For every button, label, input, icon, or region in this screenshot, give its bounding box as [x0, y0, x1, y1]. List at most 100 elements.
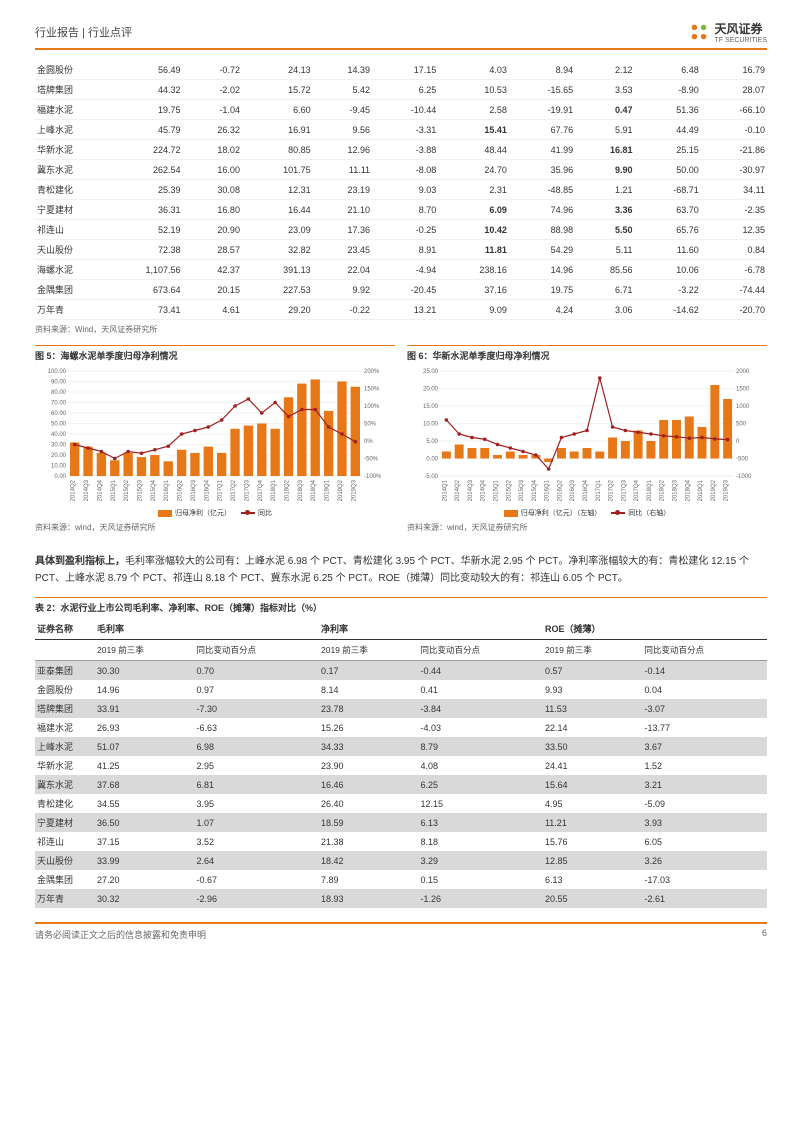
svg-text:2018Q3: 2018Q3 [672, 479, 678, 501]
svg-text:25.00: 25.00 [423, 369, 439, 375]
svg-text:100%: 100% [364, 404, 380, 410]
svg-text:2014Q2: 2014Q2 [71, 479, 77, 501]
legend-bar-icon [158, 510, 172, 517]
table-2: 证券名称毛利率净利率ROE（摊薄）2019 前三季同比变动百分点2019 前三季… [35, 618, 767, 908]
svg-text:20.00: 20.00 [51, 453, 67, 459]
svg-text:90.00: 90.00 [51, 380, 67, 386]
svg-text:20.00: 20.00 [423, 387, 439, 393]
svg-text:2014Q4: 2014Q4 [97, 479, 103, 501]
svg-text:60.00: 60.00 [51, 411, 67, 417]
logo-icon [688, 21, 710, 43]
legend-line-icon [241, 512, 255, 514]
svg-text:0.00: 0.00 [54, 474, 66, 480]
svg-text:2018Q1: 2018Q1 [647, 479, 653, 501]
svg-text:-1000: -1000 [736, 474, 752, 480]
svg-text:2017Q1: 2017Q1 [596, 479, 602, 501]
page-header: 行业报告 | 行业点评 天风证券TF SECURITIES [35, 20, 767, 50]
svg-text:2015Q2: 2015Q2 [506, 479, 512, 501]
table-row: 天山股份33.992.6418.423.2912.853.26 [35, 851, 767, 870]
svg-text:30.00: 30.00 [51, 443, 67, 449]
svg-text:2016Q3: 2016Q3 [191, 479, 197, 501]
legend-line-icon [611, 512, 625, 514]
page-footer: 请务必阅读正文之后的信息披露和免责申明 6 [35, 922, 767, 941]
table-row: 青松建化25.3930.0812.3123.199.032.31-48.851.… [35, 180, 767, 200]
chart-5: 图 5：海螺水泥单季度归母净利情况 0.0010.0020.0030.0040.… [35, 345, 395, 543]
svg-text:2019Q2: 2019Q2 [711, 479, 717, 501]
table-row: 宁夏建材36.501.0718.596.1311.213.93 [35, 813, 767, 832]
charts-row: 图 5：海螺水泥单季度归母净利情况 0.0010.0020.0030.0040.… [35, 345, 767, 543]
svg-text:2017Q4: 2017Q4 [634, 479, 640, 501]
table-row: 华新水泥41.252.9523.904.0824.411.52 [35, 756, 767, 775]
svg-text:2014Q3: 2014Q3 [468, 479, 474, 501]
table-row: 海螺水泥1,107.5642.37391.1322.04-4.94238.161… [35, 260, 767, 280]
svg-text:150%: 150% [364, 387, 380, 393]
source-1: 资料来源：Wind，天风证券研究所 [35, 324, 767, 335]
chart-5-legend: 归母净利（亿元）同比 [35, 508, 395, 518]
svg-text:2015Q1: 2015Q1 [111, 479, 117, 501]
table-row: 亚泰集团30.300.700.17-0.440.57-0.14 [35, 661, 767, 681]
svg-text:0: 0 [736, 439, 740, 445]
table-2-title: 表 2：水泥行业上市公司毛利率、净利率、ROE（摊薄）指标对比（%） [35, 597, 767, 614]
brand-en: TF SECURITIES [714, 37, 767, 44]
table-row: 万年青73.414.6129.20-0.2213.219.094.243.06-… [35, 300, 767, 320]
svg-text:50%: 50% [364, 422, 377, 428]
svg-text:2000: 2000 [736, 369, 750, 375]
table-row: 福建水泥26.93-6.6315.26-4.0322.14-13.77 [35, 718, 767, 737]
table-row: 青松建化34.553.9526.4012.154.95-5.09 [35, 794, 767, 813]
table-row: 冀东水泥262.5416.00101.7511.11-8.0824.7035.9… [35, 160, 767, 180]
svg-text:2016Q1: 2016Q1 [545, 479, 551, 501]
svg-text:2016Q2: 2016Q2 [178, 479, 184, 501]
svg-text:10.00: 10.00 [423, 422, 439, 428]
table-row: 祁连山52.1920.9023.0917.36-0.2510.4288.985.… [35, 220, 767, 240]
svg-text:2017Q1: 2017Q1 [218, 479, 224, 501]
svg-text:2014Q1: 2014Q1 [442, 479, 448, 501]
svg-text:2019Q1: 2019Q1 [698, 479, 704, 501]
page-number: 6 [762, 928, 767, 941]
brand-name: 天风证券 [714, 20, 767, 37]
table-row: 福建水泥19.75-1.046.60-9.45-10.442.58-19.910… [35, 100, 767, 120]
svg-text:2019Q3: 2019Q3 [351, 479, 357, 501]
svg-text:2017Q2: 2017Q2 [609, 479, 615, 501]
chart-5-title: 图 5：海螺水泥单季度归母净利情况 [35, 345, 395, 362]
svg-text:2015Q4: 2015Q4 [532, 479, 538, 501]
svg-text:2017Q2: 2017Q2 [231, 479, 237, 501]
svg-text:2018Q4: 2018Q4 [311, 479, 317, 501]
svg-text:2018Q2: 2018Q2 [660, 479, 666, 501]
svg-text:1500: 1500 [736, 387, 750, 393]
svg-text:-5.00: -5.00 [424, 474, 438, 480]
svg-text:2016Q2: 2016Q2 [557, 479, 563, 501]
legend-bar-icon [504, 510, 518, 517]
svg-text:0%: 0% [364, 439, 373, 445]
svg-text:2017Q4: 2017Q4 [258, 479, 264, 501]
table-row: 上峰水泥45.7926.3216.919.56-3.3115.4167.765.… [35, 120, 767, 140]
svg-text:2014Q2: 2014Q2 [455, 479, 461, 501]
table-row: 塔牌集团44.32-2.0215.725.426.2510.53-15.653.… [35, 80, 767, 100]
table-row: 华新水泥224.7218.0280.8512.96-3.8848.4441.99… [35, 140, 767, 160]
svg-text:2016Q4: 2016Q4 [204, 479, 210, 501]
table-1: 金圆股份56.49-0.7224.1314.3917.154.038.942.1… [35, 60, 767, 320]
chart-6-body: -5.000.005.0010.0015.0020.0025.00-1000-5… [407, 366, 767, 506]
svg-text:-100%: -100% [364, 474, 382, 480]
svg-text:2015Q2: 2015Q2 [124, 479, 130, 501]
svg-text:0.00: 0.00 [426, 457, 438, 463]
svg-text:80.00: 80.00 [51, 390, 67, 396]
table-row: 金隅集团673.6420.15227.539.92-20.4537.1619.7… [35, 280, 767, 300]
header-label: 行业报告 | 行业点评 [35, 24, 132, 40]
svg-text:2014Q3: 2014Q3 [84, 479, 90, 501]
svg-text:500: 500 [736, 422, 747, 428]
svg-text:2018Q4: 2018Q4 [685, 479, 691, 501]
svg-text:2018Q2: 2018Q2 [285, 479, 291, 501]
chart-6-source: 资料来源：wind，天风证券研究所 [407, 522, 767, 533]
svg-text:2019Q1: 2019Q1 [325, 479, 331, 501]
table-row: 天山股份72.3828.5732.8223.458.9111.8154.295.… [35, 240, 767, 260]
svg-text:1000: 1000 [736, 404, 750, 410]
table-row: 金圆股份14.960.978.140.419.930.04 [35, 680, 767, 699]
svg-text:10.00: 10.00 [51, 464, 67, 470]
svg-text:2014Q4: 2014Q4 [481, 479, 487, 501]
chart-6-title: 图 6：华新水泥单季度归母净利情况 [407, 345, 767, 362]
table-row: 塔牌集团33.91-7.3023.78-3.8411.53-3.07 [35, 699, 767, 718]
table-row: 金圆股份56.49-0.7224.1314.3917.154.038.942.1… [35, 60, 767, 80]
svg-text:2015Q3: 2015Q3 [519, 479, 525, 501]
svg-text:2017Q3: 2017Q3 [244, 479, 250, 501]
table-row: 金隅集团27.20-0.677.890.156.13-17.03 [35, 870, 767, 889]
